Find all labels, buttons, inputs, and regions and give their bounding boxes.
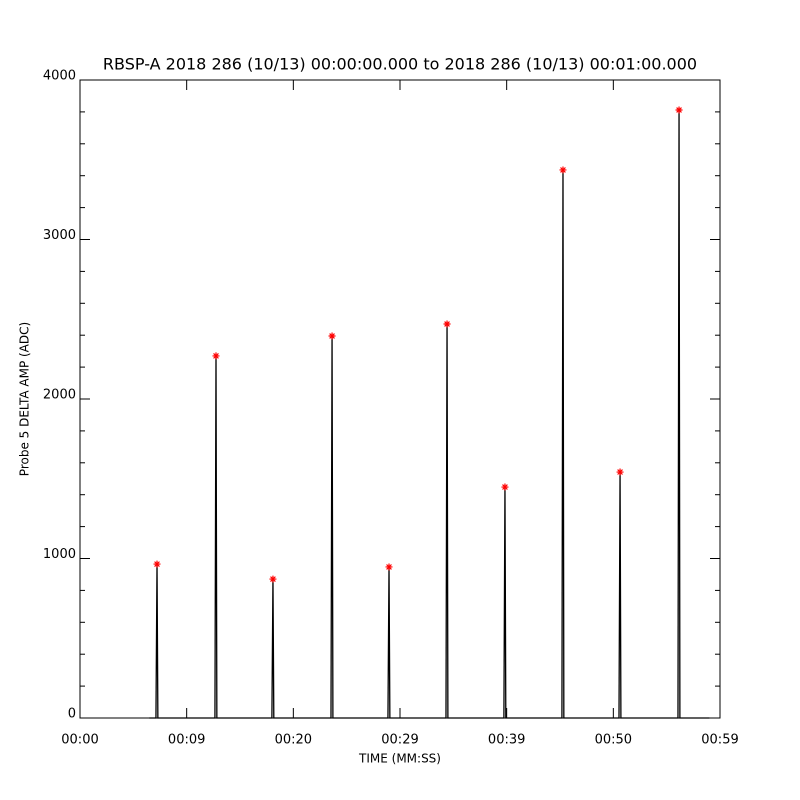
peak-marker <box>559 166 567 174</box>
x-tick-label: 00:59 <box>701 733 738 748</box>
x-tick-label: 00:20 <box>275 733 312 748</box>
peak-marker <box>153 560 161 568</box>
peak-marker <box>385 563 393 571</box>
peak-marker <box>212 352 220 360</box>
y-tick-label: 1000 <box>43 547 76 562</box>
x-tick-label: 00:09 <box>168 733 205 748</box>
plot-frame <box>79 79 721 719</box>
peak-marker <box>675 106 683 114</box>
x-tick-label: 00:39 <box>488 733 525 748</box>
peak-marker <box>328 332 336 340</box>
data-line <box>149 109 710 719</box>
y-tick-label: 3000 <box>43 228 76 243</box>
x-tick-label: 00:29 <box>381 733 418 748</box>
peak-marker <box>269 575 277 583</box>
y-tick-label: 4000 <box>43 69 76 84</box>
y-axis-title: Probe 5 DELTA AMP (ADC) <box>18 322 32 476</box>
y-tick-label: 2000 <box>43 388 76 403</box>
peak-marker <box>443 320 451 328</box>
peak-marker <box>501 483 509 491</box>
peak-marker <box>616 468 624 476</box>
y-tick-label: 0 <box>68 707 76 722</box>
x-tick-label: 00:00 <box>61 733 98 748</box>
x-axis-title: TIME (MM:SS) <box>358 752 441 766</box>
chart-title: RBSP-A 2018 286 (10/13) 00:00:00.000 to … <box>103 55 697 74</box>
x-tick-label: 00:50 <box>595 733 632 748</box>
